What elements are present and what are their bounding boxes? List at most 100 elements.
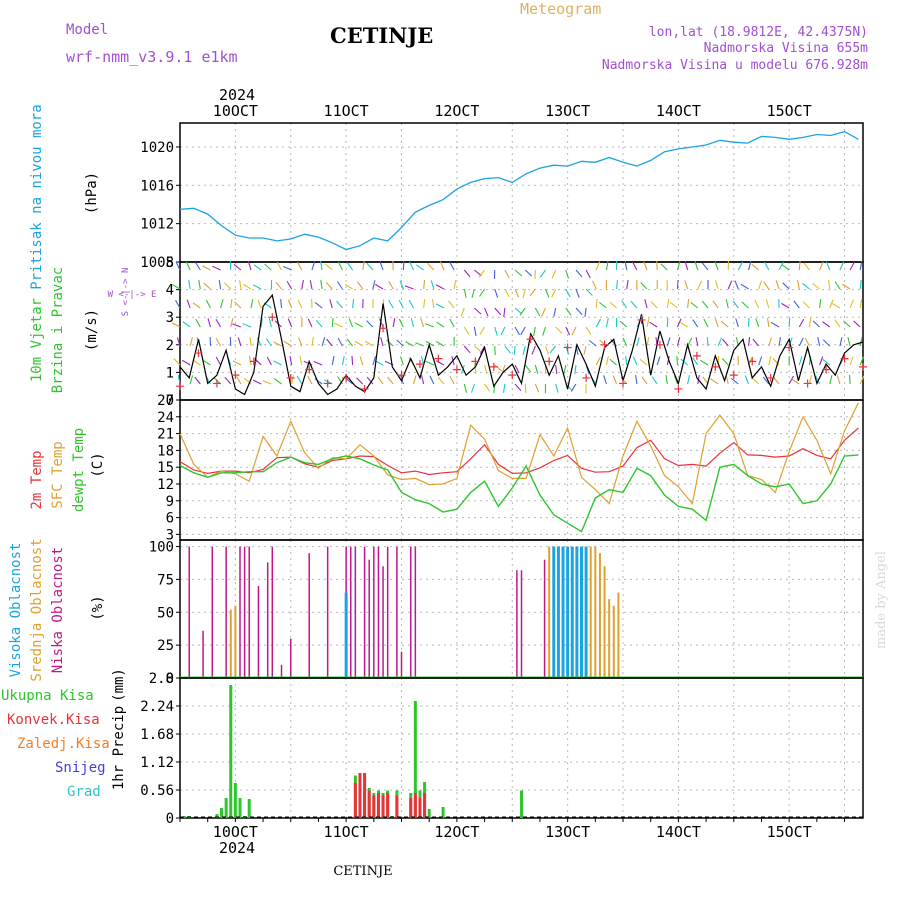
gust-marker <box>582 373 591 382</box>
gust-marker <box>674 384 683 393</box>
pressure-line <box>179 130 859 251</box>
wind-arrow <box>273 360 282 366</box>
wind-arrow <box>762 376 770 385</box>
gust-marker <box>286 373 295 382</box>
wind-arrow <box>791 378 800 385</box>
wind-arrow <box>362 261 365 271</box>
temp-unit: (C) <box>90 452 106 477</box>
wind-arrow <box>798 318 805 328</box>
wind-arrow <box>609 358 617 366</box>
wind-arrow <box>534 364 539 374</box>
gust-marker <box>822 365 831 374</box>
precip-legend-item: Snijeg <box>55 760 106 776</box>
wind-arrow <box>782 282 790 290</box>
wind-arrow <box>549 345 557 354</box>
wind-arrow <box>309 280 313 290</box>
gust-marker <box>489 362 498 371</box>
wind-arrow <box>484 364 488 374</box>
wind-arrow <box>237 337 242 347</box>
wind-arrow <box>563 364 567 374</box>
wind-arrow <box>415 264 424 271</box>
wind-arrow <box>336 300 343 309</box>
wind-arrow <box>666 337 671 347</box>
wind-arrow <box>609 301 617 309</box>
wind-arrow <box>421 375 425 385</box>
wind-arrow <box>758 356 763 366</box>
wind-arrow <box>859 279 862 290</box>
precip-bar <box>233 783 237 818</box>
gust-marker <box>619 379 628 388</box>
wind-arrow <box>266 356 272 366</box>
wind-arrow <box>291 375 295 385</box>
temp-ylabel3: dewpt Temp <box>71 428 87 512</box>
wind-arrow <box>337 261 343 271</box>
wind-arrow <box>793 300 800 309</box>
wind-arrow <box>625 355 628 366</box>
wind-arrow <box>788 375 794 385</box>
precip-bar <box>183 816 187 818</box>
wind-arrow <box>803 262 810 271</box>
wind-arrow <box>334 322 343 328</box>
wind-arrow <box>555 326 563 334</box>
gust-marker <box>342 373 351 382</box>
wind-arrow <box>758 280 763 290</box>
wind-arrow <box>195 262 201 271</box>
credit-watermark: made by Angel <box>874 551 889 649</box>
y-tick-label: 0.56 <box>140 783 174 799</box>
wind-arrow <box>314 378 323 385</box>
wind-arrow <box>641 376 648 385</box>
gust-marker <box>600 340 609 349</box>
wind-arrow <box>639 358 648 366</box>
wind-arrow <box>175 261 181 271</box>
wind-arrow <box>781 302 790 309</box>
wind-arrow <box>727 280 733 290</box>
wind-arrow <box>402 260 405 271</box>
gust-marker <box>545 357 554 366</box>
gust-marker <box>360 384 369 393</box>
wind-arrow <box>710 378 719 385</box>
precip-unit: (mm) <box>111 668 127 702</box>
time-axis-top: 10OCT 11OCT 12OCT 13OCT 14OCT 15OCT <box>213 102 812 120</box>
precip-bar <box>386 793 390 818</box>
panel-frame <box>179 399 864 541</box>
wind-arrow <box>565 269 570 279</box>
day-label-top: 11OCT <box>324 102 369 120</box>
wind-arrow <box>500 326 506 336</box>
wind-arrow <box>276 261 283 271</box>
wind-arrow <box>544 288 550 298</box>
wind-arrow <box>264 263 272 271</box>
y-tick-label: 0 <box>166 393 174 409</box>
panel-frame <box>179 122 864 263</box>
gust-marker <box>249 357 258 366</box>
wind-arrow <box>273 341 282 347</box>
wind-arrow <box>849 299 854 309</box>
wind-arrow <box>265 338 272 347</box>
wind-arrow <box>463 269 471 278</box>
wind-arrow <box>849 261 855 271</box>
gust-marker <box>434 354 443 363</box>
wind-arrow <box>533 326 536 336</box>
wind-arrow <box>398 299 404 309</box>
wind-arrow <box>520 326 526 336</box>
wind-arrow <box>337 337 343 347</box>
wind-arrow <box>479 288 486 297</box>
wind-arrow <box>315 319 323 328</box>
wind-arrow <box>396 339 404 347</box>
wind-arrow <box>375 283 384 290</box>
wind-arrow <box>314 302 323 309</box>
wind-arrow <box>732 300 739 309</box>
wind-arrow <box>575 269 583 278</box>
wind-arrow <box>453 280 457 290</box>
wind-arrow <box>398 318 404 328</box>
pressure-unit: (hPa) <box>84 172 100 214</box>
wind-arrow <box>494 288 499 298</box>
wind-arrow <box>252 379 262 385</box>
wind-arrow <box>502 383 506 393</box>
gust-marker <box>859 362 867 371</box>
gust-marker <box>526 335 535 344</box>
wind-arrow <box>399 280 404 290</box>
wind-arrow <box>514 269 523 277</box>
wind-arrow <box>748 336 751 347</box>
wind-arrow <box>740 283 749 290</box>
wind-arrow <box>694 261 699 271</box>
